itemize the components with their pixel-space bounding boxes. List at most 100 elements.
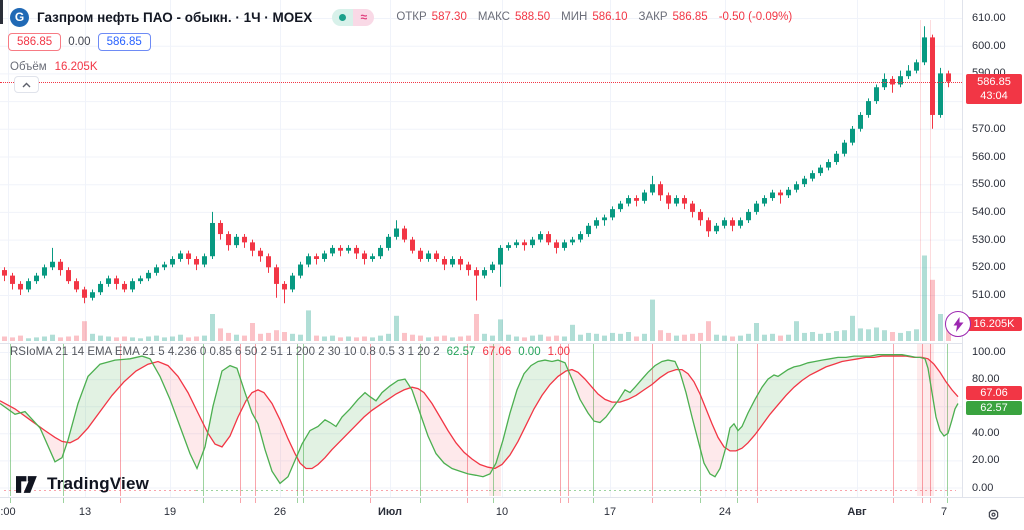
volume-bar xyxy=(794,321,799,341)
price-axis[interactable]: 586.85 43:04 16.205K 67.06 62.57 610.00 6… xyxy=(962,0,1024,497)
volume-bar xyxy=(770,333,775,341)
indicator-values: 62.57 67.06 0.00 1.00 xyxy=(447,346,570,358)
candle-body xyxy=(410,239,415,251)
time-axis-label: 7 xyxy=(940,506,948,518)
rsi-fill-bearish xyxy=(0,357,958,482)
time-axis-label: 13 xyxy=(78,506,92,518)
volume-bar xyxy=(874,327,879,341)
ohlc-readout: ОТКР 587.30 МАКС 588.50 МИН 586.10 ЗАКР 586.… xyxy=(396,11,792,23)
candle-body xyxy=(666,195,671,204)
candle-body xyxy=(762,198,767,204)
indicator-legend[interactable]: RSIoMA 21 14 EMA EMA 21 5 4.236 0 0.85 6… xyxy=(10,346,570,358)
candle-body xyxy=(282,283,287,290)
volume-bar xyxy=(898,332,903,341)
volume-bar xyxy=(266,332,271,341)
volume-bar xyxy=(226,332,231,341)
volume-bar xyxy=(914,329,919,341)
buy-button[interactable]: 586.85 xyxy=(97,33,151,51)
volume-bar xyxy=(570,324,575,341)
candle-body xyxy=(90,292,95,298)
indicator-title[interactable]: RSIoMA 21 14 EMA EMA 21 5 4.236 0 0.85 6… xyxy=(10,346,440,358)
volume-bar xyxy=(122,336,127,341)
tradingview-logo-icon xyxy=(16,475,37,493)
candle-body xyxy=(138,278,143,282)
candle-body xyxy=(858,114,863,129)
candle-body xyxy=(242,236,247,243)
volume-bar xyxy=(666,332,671,341)
candle-body xyxy=(434,253,439,259)
candle-body xyxy=(682,198,687,204)
tradingview-watermark[interactable]: TradingView xyxy=(16,474,149,494)
candle-body xyxy=(498,247,503,265)
volume-bar xyxy=(746,333,751,341)
volume-bar xyxy=(322,336,327,341)
candle-body xyxy=(874,87,879,102)
volume-bar xyxy=(82,321,87,341)
market-open-indicator[interactable] xyxy=(332,8,354,26)
tradingview-name: TradingView xyxy=(47,474,150,493)
candle-body xyxy=(114,278,119,284)
candle-body xyxy=(378,247,383,257)
volume-bar xyxy=(818,333,823,341)
candle-body xyxy=(482,270,487,276)
candle-body xyxy=(850,128,855,143)
price-chart-canvas[interactable] xyxy=(0,0,962,343)
volume-bar xyxy=(330,335,335,341)
collapse-pane-button[interactable] xyxy=(14,76,39,93)
candle-body xyxy=(690,203,695,212)
signal-tick xyxy=(303,498,304,503)
candle-body xyxy=(194,258,199,265)
volume-bar xyxy=(890,332,895,341)
volume-bar xyxy=(530,335,535,341)
candle-body xyxy=(610,209,615,218)
volume-bar xyxy=(106,336,111,341)
candle-body xyxy=(330,247,335,254)
volume-bar xyxy=(658,330,663,341)
candle-body xyxy=(506,245,511,248)
candle-body xyxy=(26,281,31,290)
pane-separator[interactable] xyxy=(0,343,962,344)
candle-body xyxy=(322,253,327,259)
time-axis[interactable]: :00 13 19 26 Июл 10 17 24 Авг 7 xyxy=(0,497,962,530)
candle-body xyxy=(458,258,463,265)
volume-bar xyxy=(338,337,343,341)
approx-data-indicator[interactable]: ≈ xyxy=(353,8,375,26)
rsi-indicator-canvas[interactable] xyxy=(0,343,962,497)
volume-bar xyxy=(362,336,367,341)
volume-bar xyxy=(802,332,807,341)
volume-label[interactable]: Объём xyxy=(10,61,47,73)
axis-settings-corner xyxy=(962,497,1024,530)
indicator-value: 67.06 xyxy=(482,346,512,358)
chart-settings-button[interactable] xyxy=(986,507,1001,522)
candle-body xyxy=(658,184,663,196)
candle-body xyxy=(234,236,239,246)
candle-body xyxy=(626,198,631,204)
instant-order-button[interactable] xyxy=(945,311,971,337)
high-label: МАКС xyxy=(477,11,510,23)
candle-body xyxy=(226,234,231,246)
signal-tick xyxy=(467,498,468,503)
signal-tick xyxy=(10,498,11,503)
rsi-line xyxy=(0,354,959,485)
candle-body xyxy=(58,261,63,271)
volume-bar xyxy=(762,334,767,341)
low-label: МИН xyxy=(561,11,588,23)
price-axis-label: 520.00 xyxy=(972,261,1006,274)
candle-body xyxy=(442,258,447,265)
symbol-title[interactable]: Газпром нефть ПАО - обыкн. · 1Ч · MOEX xyxy=(37,9,313,25)
change-value: -0.50 (-0.09%) xyxy=(718,11,793,23)
candle-body xyxy=(930,37,935,115)
candle-body xyxy=(562,242,567,248)
candle-body xyxy=(218,222,223,235)
candle-body xyxy=(882,78,887,88)
symbol-logo-icon[interactable]: G xyxy=(10,7,29,27)
candle-body xyxy=(890,78,895,85)
volume-bar xyxy=(466,335,471,341)
rsi-line-badge: 62.57 xyxy=(966,401,1022,415)
sell-button[interactable]: 586.85 xyxy=(8,33,62,51)
close-label: ЗАКР xyxy=(638,11,668,23)
volume-bar xyxy=(410,334,415,341)
signal-tick xyxy=(652,498,653,503)
time-axis-label: 10 xyxy=(495,506,509,518)
volume-bar xyxy=(378,335,383,341)
